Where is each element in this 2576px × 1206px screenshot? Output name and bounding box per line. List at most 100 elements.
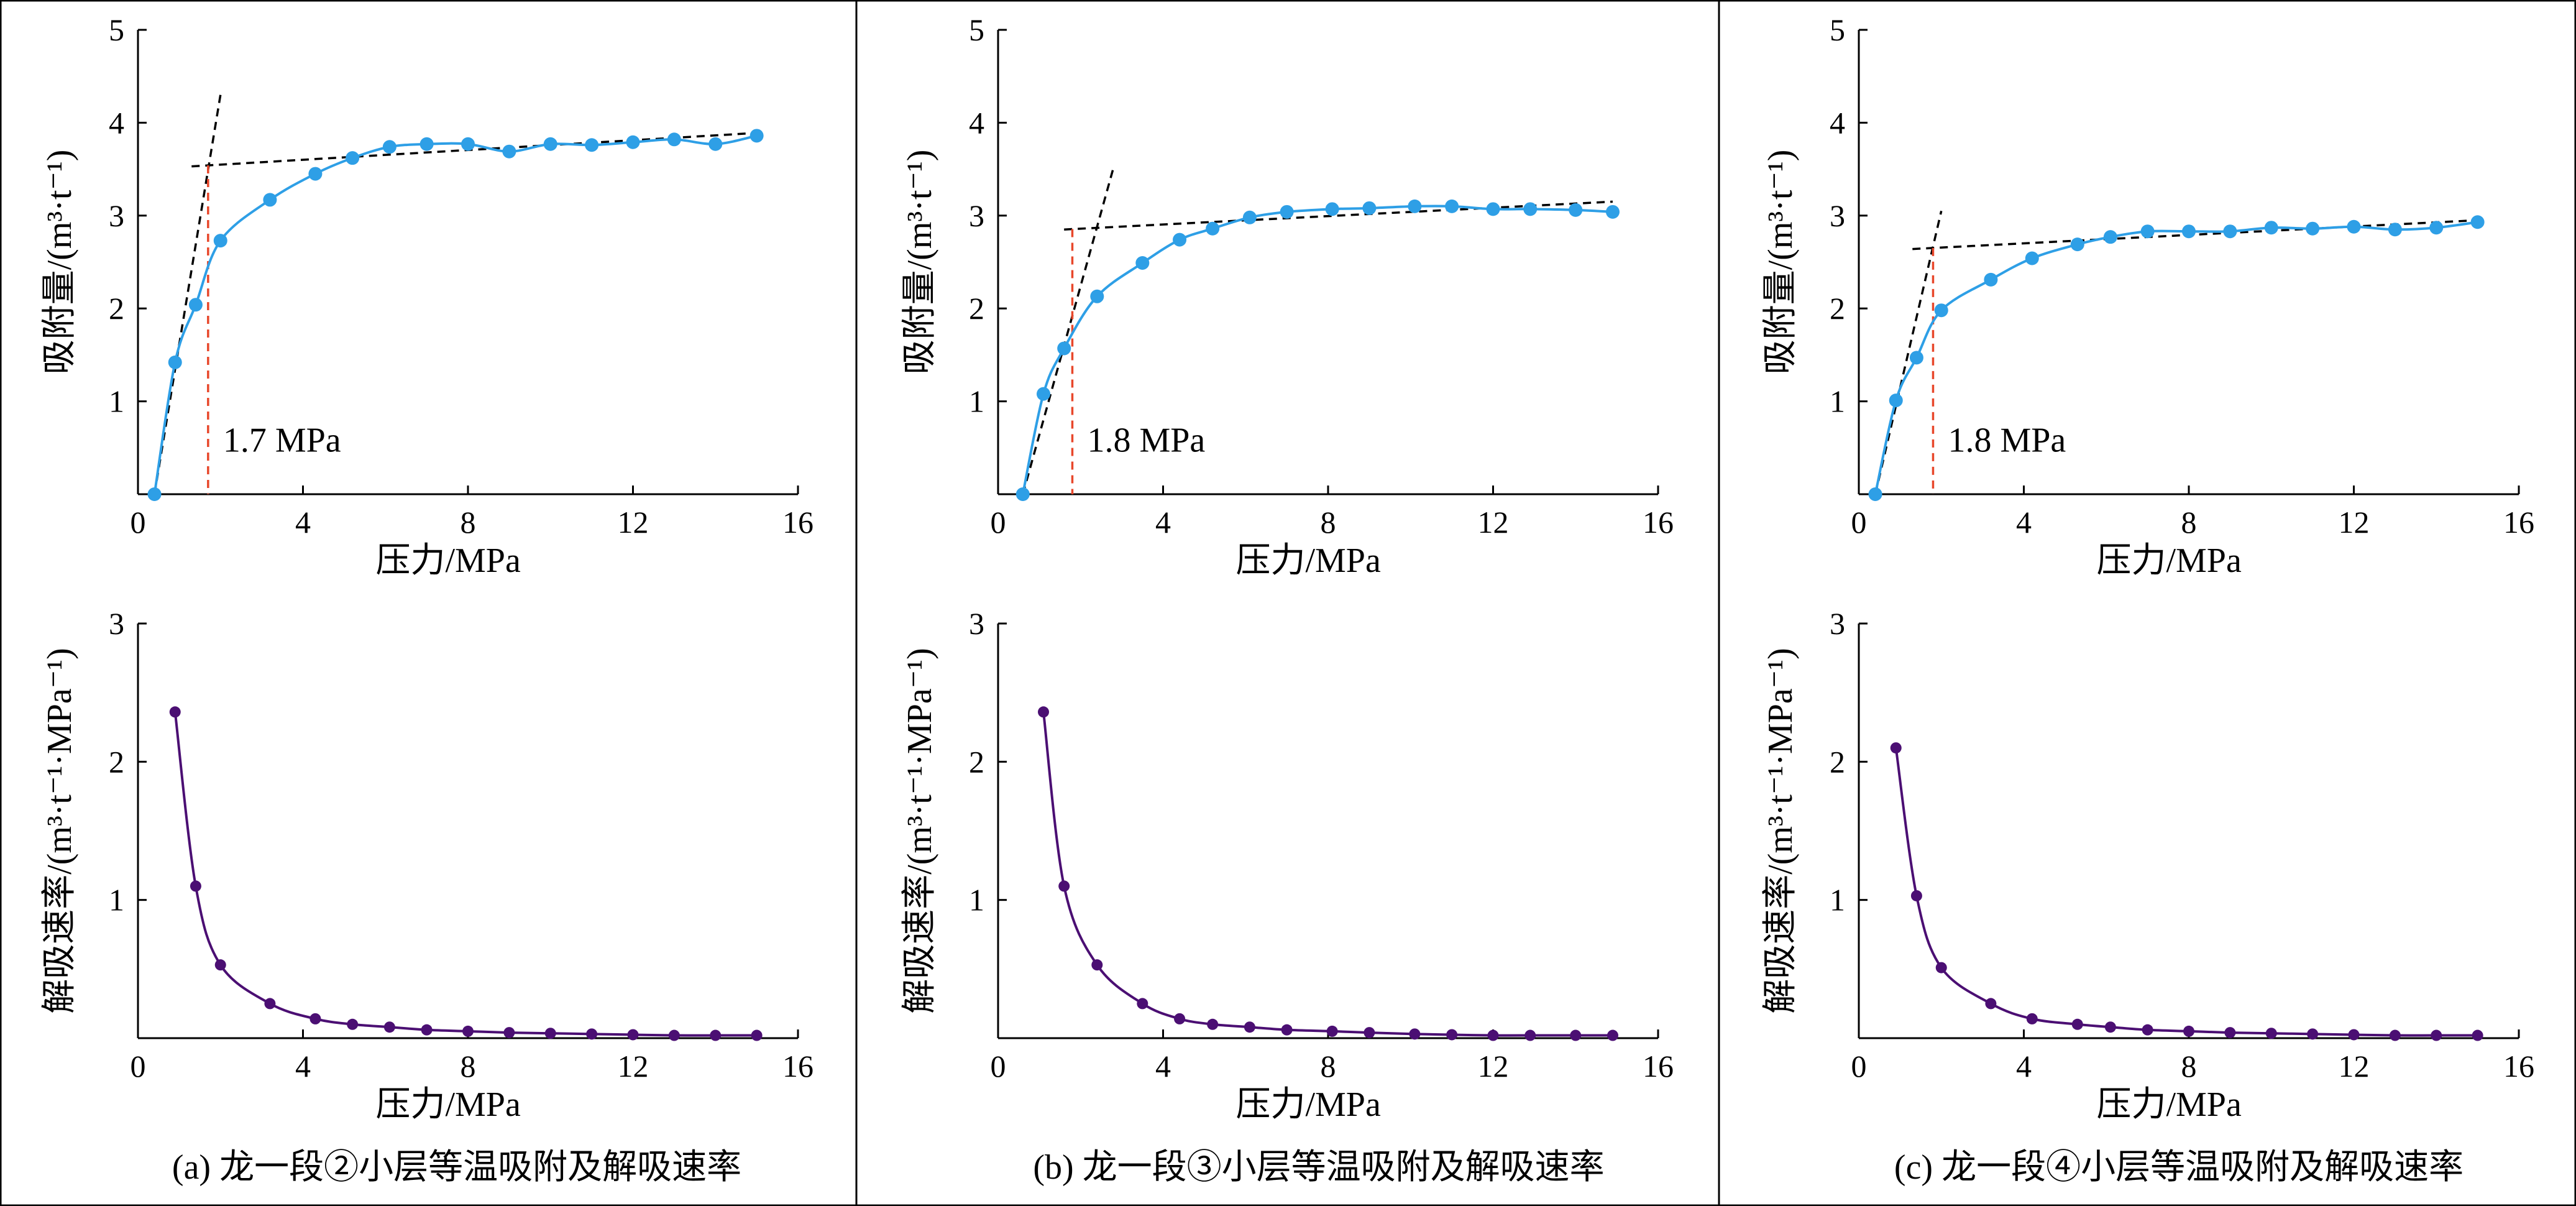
y-tick-label: 3 (1830, 198, 1845, 233)
desorption-point (2265, 1028, 2277, 1039)
y-tick-label: 5 (109, 12, 124, 47)
desorption-point (2348, 1029, 2360, 1041)
desorption-point (2224, 1027, 2236, 1039)
panel-caption: (a) 龙一段②小层等温吸附及解吸速率 (172, 1148, 741, 1187)
desorption-point (2431, 1029, 2442, 1041)
panel-caption: (b) 龙一段③小层等温吸附及解吸速率 (1033, 1148, 1604, 1187)
adsorption-point (1486, 202, 1500, 216)
desorption-point (190, 880, 201, 892)
adsorption-point (382, 140, 396, 154)
desorption-point (2183, 1025, 2194, 1037)
desorption-curve (173, 712, 757, 1037)
desorption-point (2307, 1028, 2319, 1040)
y-tick-label: 1 (969, 883, 984, 918)
y-tick-label: 1 (1830, 384, 1845, 419)
x-axis-label: 压力/MPa (1235, 541, 1380, 580)
critical-pressure-label: 1.8 MPa (1948, 421, 2066, 459)
y-tick-label: 2 (109, 291, 124, 326)
desorption-point (1137, 998, 1148, 1010)
adsorption-point (461, 137, 475, 151)
y-axis-label: 解吸速率/(m³·t⁻¹·MPa⁻¹) (901, 648, 939, 1014)
y-axis-label: 吸附量/(m³·t⁻¹) (901, 150, 939, 375)
adsorption-point (1934, 303, 1948, 318)
x-tick-label: 4 (2016, 505, 2032, 540)
adsorption-point (1984, 272, 1998, 287)
desorption-point (1091, 959, 1103, 971)
x-axis-label: 压力/MPa (1235, 1085, 1380, 1124)
adsorption-point (2103, 230, 2117, 244)
desorption-curve (1042, 712, 1613, 1037)
x-tick-label: 12 (2339, 1049, 2370, 1084)
tangent-line (1874, 210, 1943, 495)
desorption-point (2071, 1018, 2083, 1030)
adsorption-point (1173, 232, 1187, 247)
adsorption-point (2306, 221, 2320, 236)
desorption-point (1207, 1018, 1219, 1030)
y-axis-label: 解吸速率/(m³·t⁻¹·MPa⁻¹) (1761, 648, 1800, 1014)
desorption-point (1487, 1029, 1499, 1041)
adsorption-point (419, 137, 434, 151)
desorption-point (1364, 1027, 1375, 1039)
adsorption-point (667, 132, 681, 147)
adsorption-point (263, 193, 277, 207)
desorption-point (503, 1027, 515, 1039)
adsorption-point (1889, 394, 1903, 408)
y-tick-label: 1 (109, 883, 124, 918)
desorption-point (462, 1025, 474, 1037)
y-tick-label: 1 (969, 384, 984, 419)
adsorption-point (1206, 221, 1220, 236)
desorption-point (2472, 1029, 2483, 1041)
adsorption-point (1242, 210, 1257, 224)
desorption-point (1985, 998, 1997, 1010)
adsorption-point (2223, 224, 2237, 239)
desorption-curve (1894, 747, 2478, 1037)
x-tick-label: 16 (1643, 505, 1674, 540)
x-tick-label: 12 (1478, 505, 1509, 540)
adsorption-point (188, 298, 203, 312)
x-tick-label: 0 (131, 1049, 146, 1084)
adsorption-point (502, 144, 516, 159)
x-tick-label: 4 (295, 1049, 311, 1084)
adsorption-point (2470, 215, 2485, 229)
x-tick-label: 0 (991, 1049, 1006, 1084)
adsorption-point (308, 167, 323, 181)
desorption-point (309, 1013, 321, 1024)
panel-caption: (c) 龙一段④小层等温吸附及解吸速率 (1894, 1148, 2464, 1187)
y-tick-label: 2 (1830, 291, 1845, 326)
desorption-point (264, 998, 276, 1010)
x-tick-label: 16 (2503, 1049, 2534, 1084)
desorption-point (1607, 1029, 1618, 1041)
adsorption-point (2264, 221, 2278, 235)
adsorption-point (1015, 487, 1030, 501)
desorption-point (383, 1021, 395, 1033)
adsorption-point (2140, 224, 2155, 239)
x-axis-label: 压力/MPa (375, 1085, 520, 1124)
desorption-point (214, 959, 226, 971)
y-tick-label: 3 (969, 606, 984, 641)
adsorption-point (1037, 387, 1051, 401)
y-tick-label: 1 (109, 384, 124, 419)
adsorption-point (2347, 219, 2361, 234)
y-tick-label: 2 (969, 744, 984, 779)
adsorption-point (2070, 237, 2084, 252)
desorption-point (1935, 962, 1947, 974)
desorption-point (2142, 1024, 2153, 1036)
y-tick-label: 2 (109, 744, 124, 779)
adsorption-point (1408, 199, 1422, 213)
y-tick-label: 2 (969, 291, 984, 326)
x-tick-label: 8 (1321, 1049, 1336, 1084)
x-tick-label: 12 (2339, 505, 2370, 540)
y-tick-label: 4 (1830, 105, 1845, 140)
adsorption-point (147, 487, 162, 501)
y-tick-label: 2 (1830, 744, 1845, 779)
adsorption-point (2182, 224, 2196, 239)
y-tick-label: 1 (1830, 883, 1845, 918)
desorption-point (169, 706, 181, 718)
